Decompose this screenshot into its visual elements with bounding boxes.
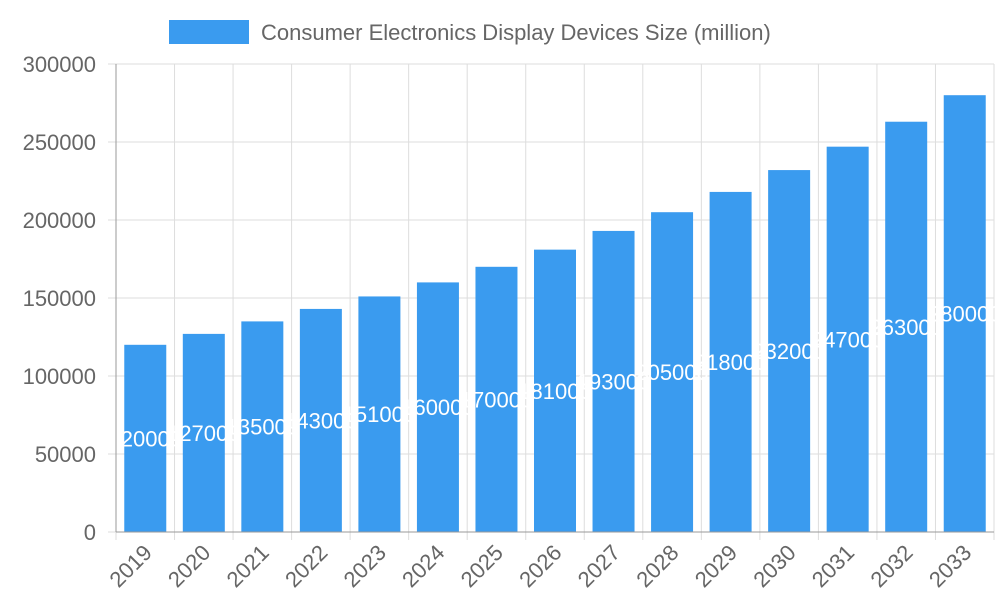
bar xyxy=(885,121,928,532)
legend[interactable]: Consumer Electronics Display Devices Siz… xyxy=(169,20,771,45)
x-tick-label: 2022 xyxy=(280,540,332,592)
x-tick-label: 2029 xyxy=(690,540,742,592)
bar xyxy=(182,333,225,532)
x-tick-label: 2028 xyxy=(631,540,683,592)
y-tick-label: 0 xyxy=(84,520,96,545)
data-label: 263000 xyxy=(869,315,942,340)
legend-label: Consumer Electronics Display Devices Siz… xyxy=(261,20,771,45)
x-tick-label: 2019 xyxy=(105,540,157,592)
bar xyxy=(534,249,576,532)
bar xyxy=(826,146,869,532)
y-tick-label: 250000 xyxy=(23,130,96,155)
x-tick-label: 2027 xyxy=(573,540,625,592)
y-tick-label: 200000 xyxy=(23,208,96,233)
data-label: 232000 xyxy=(752,339,825,364)
bar xyxy=(651,212,694,532)
x-tick-label: 2026 xyxy=(514,540,566,592)
bar xyxy=(299,308,342,532)
bar xyxy=(416,282,459,532)
data-label: 181000 xyxy=(518,379,591,404)
legend-swatch xyxy=(169,20,249,44)
y-tick-label: 150000 xyxy=(23,286,96,311)
data-labels: 1200001270001350001430001510001600001700… xyxy=(109,302,1000,452)
bar xyxy=(475,266,518,532)
bar xyxy=(768,170,811,532)
bar xyxy=(943,95,986,532)
data-label: 151000 xyxy=(343,402,416,427)
x-tick-label: 2025 xyxy=(456,540,508,592)
x-tick-label: 2021 xyxy=(222,540,274,592)
bar xyxy=(358,296,401,532)
x-tick-label: 2023 xyxy=(339,540,391,592)
x-tick-label: 2024 xyxy=(397,540,449,592)
data-label: 127000 xyxy=(167,421,240,446)
data-label: 170000 xyxy=(460,387,533,412)
bars xyxy=(124,95,986,533)
data-label: 160000 xyxy=(401,395,474,420)
grid xyxy=(108,63,995,540)
x-tick-label: 2030 xyxy=(748,540,800,592)
bar xyxy=(709,191,752,533)
data-label: 280000 xyxy=(928,302,1000,327)
data-label: 205000 xyxy=(635,360,708,385)
data-label: 247000 xyxy=(811,327,884,352)
x-tick-label: 2033 xyxy=(924,540,976,592)
x-tick-label: 2020 xyxy=(163,540,215,592)
data-label: 120000 xyxy=(109,426,182,451)
data-label: 218000 xyxy=(694,350,767,375)
y-tick-label: 50000 xyxy=(35,442,96,467)
data-label: 193000 xyxy=(577,369,650,394)
bar xyxy=(124,344,167,532)
data-label: 143000 xyxy=(284,408,357,433)
x-tick-label: 2031 xyxy=(807,540,859,592)
x-tick-label: 2032 xyxy=(865,540,917,592)
y-tick-label: 300000 xyxy=(23,52,96,77)
data-label: 135000 xyxy=(226,415,299,440)
bar xyxy=(241,321,284,532)
y-tick-label: 100000 xyxy=(23,364,96,389)
bar xyxy=(592,230,635,533)
